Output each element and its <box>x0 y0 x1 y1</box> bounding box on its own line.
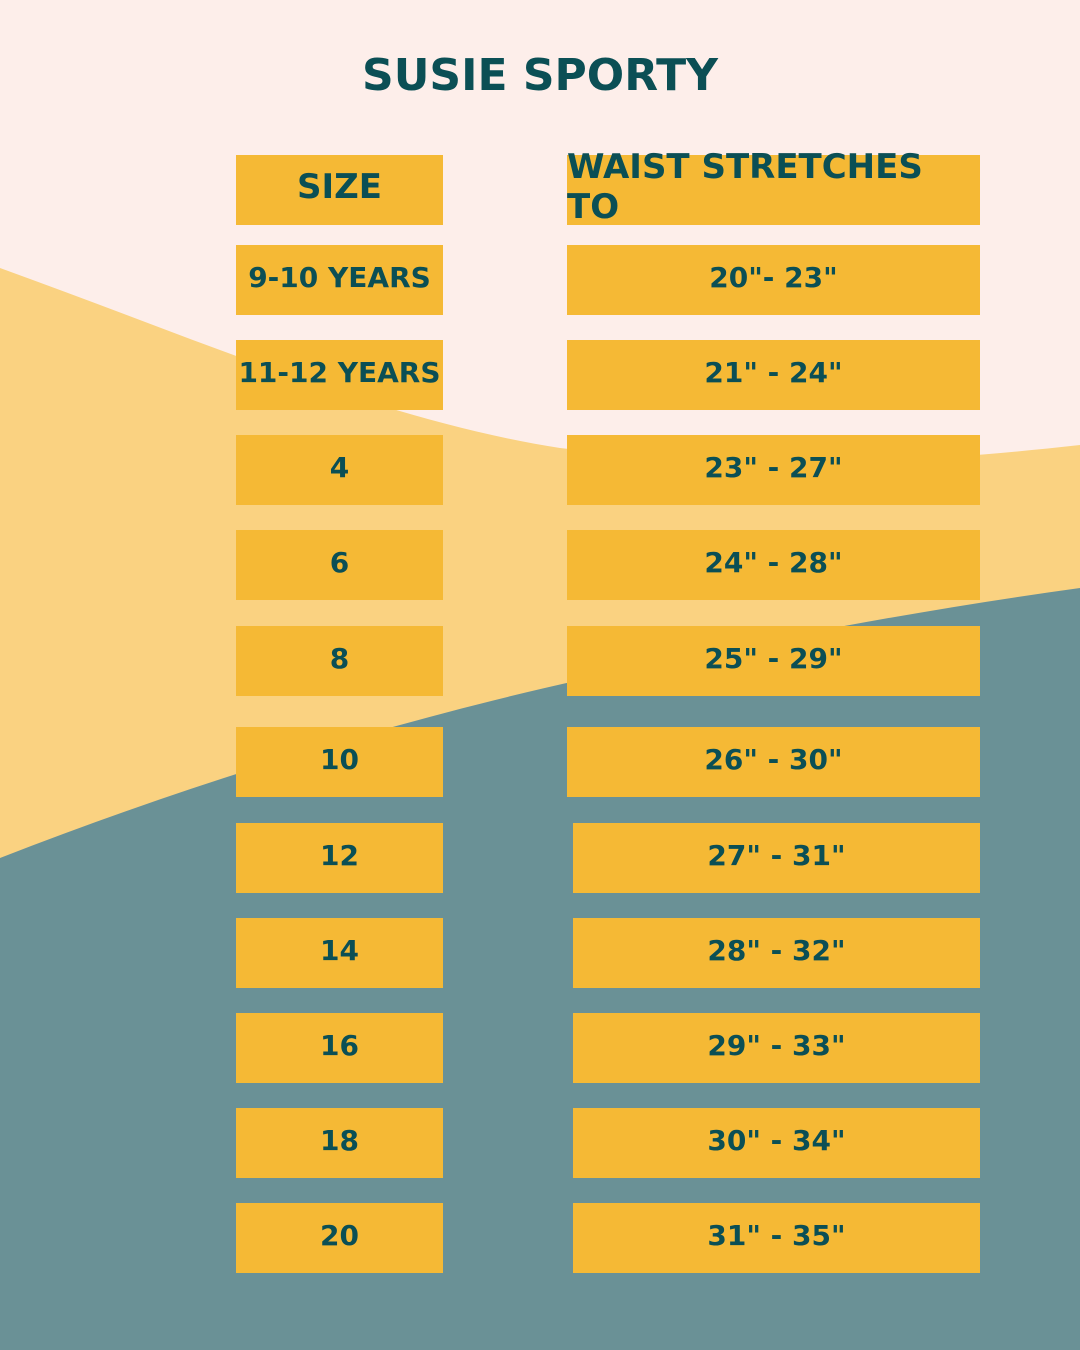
waist-cell: 27" - 31" <box>573 823 980 893</box>
waist-header: WAIST STRETCHES TO <box>567 147 980 227</box>
waist-cell: 29" - 33" <box>573 1013 980 1083</box>
size-cell: 18 <box>236 1108 443 1178</box>
size-cell: 6 <box>236 530 443 600</box>
size-cell: 14 <box>236 918 443 988</box>
size-cell: 20 <box>236 1203 443 1273</box>
waist-cell: 26" - 30" <box>567 727 980 797</box>
page-title: SUSIE SPORTY <box>362 50 718 101</box>
waist-cell: 30" - 34" <box>573 1108 980 1178</box>
size-cell: 11-12 YEARS <box>236 340 443 410</box>
waist-cell: 21" - 24" <box>567 340 980 410</box>
waist-cell: 23" - 27" <box>567 435 980 505</box>
waist-cell: 25" - 29" <box>567 626 980 696</box>
size-cell: 4 <box>236 435 443 505</box>
size-cell: 9-10 YEARS <box>236 245 443 315</box>
size-cell: 16 <box>236 1013 443 1083</box>
waist-cell: 20"- 23" <box>567 245 980 315</box>
size-cell: 8 <box>236 626 443 696</box>
size-cell: 10 <box>236 727 443 797</box>
waist-cell: 28" - 32" <box>573 918 980 988</box>
size-cell: 12 <box>236 823 443 893</box>
waist-cell: 31" - 35" <box>573 1203 980 1273</box>
waist-cell: 24" - 28" <box>567 530 980 600</box>
size-header: SIZE <box>236 155 443 225</box>
